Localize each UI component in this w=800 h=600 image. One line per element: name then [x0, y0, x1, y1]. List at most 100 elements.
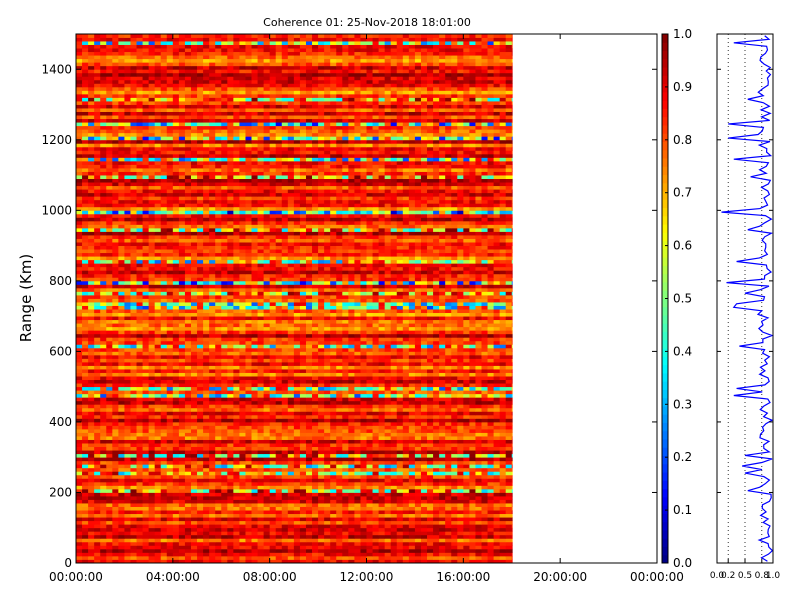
- heatmap-cell: [172, 460, 180, 465]
- heatmap-cell: [487, 351, 494, 356]
- heatmap-cell: [178, 400, 186, 405]
- heatmap-cell: [330, 337, 337, 342]
- heatmap-cell: [94, 471, 101, 476]
- heatmap-cell: [499, 439, 507, 444]
- heatmap-cell: [269, 330, 277, 335]
- heatmap-cell: [493, 520, 501, 525]
- heatmap-cell: [190, 411, 198, 416]
- heatmap-cell: [172, 545, 180, 550]
- heatmap-cell: [160, 393, 168, 398]
- heatmap-cell: [124, 552, 131, 557]
- heatmap-cell: [299, 383, 307, 388]
- heatmap-cell: [342, 506, 349, 511]
- heatmap-cell: [469, 344, 476, 349]
- heatmap-cell: [221, 393, 228, 398]
- heatmap-cell: [487, 485, 494, 490]
- heatmap-cell: [257, 467, 265, 472]
- heatmap-cell: [166, 411, 174, 416]
- heatmap-cell: [112, 400, 119, 405]
- heatmap-cell: [215, 337, 222, 342]
- heatmap-cell: [281, 488, 289, 493]
- heatmap-cell: [203, 326, 210, 331]
- heatmap-cell: [106, 323, 113, 328]
- heatmap-cell: [348, 439, 355, 444]
- heatmap-cell: [348, 446, 355, 451]
- heatmap-cell: [190, 390, 198, 395]
- heatmap-cell: [209, 337, 216, 342]
- heatmap-cell: [366, 450, 373, 455]
- heatmap-cell: [487, 495, 494, 500]
- heatmap-cell: [239, 323, 246, 328]
- heatmap-cell: [160, 457, 168, 462]
- heatmap-cell: [233, 443, 240, 448]
- heatmap-cell: [106, 439, 113, 444]
- heatmap-cell: [124, 436, 131, 440]
- heatmap-cell: [88, 411, 95, 416]
- heatmap-cell: [439, 432, 446, 437]
- heatmap-cell: [511, 436, 513, 440]
- heatmap-cell: [330, 330, 337, 335]
- heatmap-cell: [378, 337, 386, 342]
- heatmap-cell: [475, 492, 482, 497]
- heatmap-cell: [106, 503, 113, 507]
- heatmap-cell: [184, 443, 192, 448]
- heatmap-cell: [112, 555, 119, 560]
- heatmap-cell: [287, 538, 295, 543]
- heatmap-cell: [293, 351, 301, 356]
- heatmap-cell: [366, 397, 373, 402]
- heatmap-cell: [366, 428, 373, 433]
- heatmap-cell: [433, 531, 440, 536]
- heatmap-cell: [324, 478, 331, 483]
- heatmap-cell: [106, 379, 113, 384]
- heatmap-cell: [118, 421, 125, 426]
- heatmap-cell: [499, 404, 507, 409]
- heatmap-cell: [88, 495, 95, 500]
- heatmap-cell: [336, 397, 343, 402]
- heatmap-cell: [420, 425, 428, 430]
- heatmap-cell: [420, 531, 428, 536]
- heatmap-cell: [221, 467, 228, 472]
- heatmap-cell: [481, 411, 488, 416]
- heatmap-cell: [463, 471, 470, 476]
- heatmap-cell: [209, 548, 216, 553]
- heatmap-cell: [324, 379, 331, 384]
- heatmap-cell: [88, 347, 95, 352]
- heatmap-cell: [366, 541, 373, 546]
- heatmap-cell: [287, 450, 295, 455]
- heatmap-cell: [505, 471, 513, 476]
- heatmap-cell: [215, 393, 222, 398]
- heatmap-cell: [330, 446, 337, 451]
- heatmap-cell: [275, 425, 283, 430]
- heatmap-cell: [100, 485, 107, 490]
- heatmap-cell: [106, 326, 113, 331]
- heatmap-cell: [324, 333, 331, 338]
- heatmap-cell: [336, 517, 343, 522]
- heatmap-cell: [197, 503, 204, 507]
- heatmap-cell: [287, 467, 295, 472]
- heatmap-cell: [160, 453, 168, 458]
- heatmap-cell: [414, 534, 422, 539]
- heatmap-cell: [287, 439, 295, 444]
- heatmap-cell: [112, 453, 119, 458]
- heatmap-cell: [499, 369, 507, 373]
- heatmap-cell: [142, 510, 150, 515]
- heatmap-cell: [318, 446, 325, 451]
- heatmap-cell: [154, 559, 162, 564]
- heatmap-cell: [190, 383, 198, 388]
- heatmap-cell: [481, 460, 488, 465]
- heatmap-cell: [402, 555, 410, 560]
- heatmap-cell: [493, 358, 501, 363]
- heatmap-cell: [439, 555, 446, 560]
- heatmap-cell: [209, 503, 216, 507]
- heatmap-cell: [475, 404, 482, 409]
- heatmap-cell: [257, 414, 265, 419]
- heatmap-cell: [112, 503, 119, 507]
- heatmap-cell: [142, 369, 150, 373]
- heatmap-cell: [439, 446, 446, 451]
- heatmap-cell: [360, 390, 367, 395]
- heatmap-cell: [178, 369, 186, 373]
- heatmap-cell: [136, 548, 143, 553]
- heatmap-cell: [457, 436, 464, 440]
- heatmap-cell: [396, 524, 404, 529]
- heatmap-cell: [130, 495, 137, 500]
